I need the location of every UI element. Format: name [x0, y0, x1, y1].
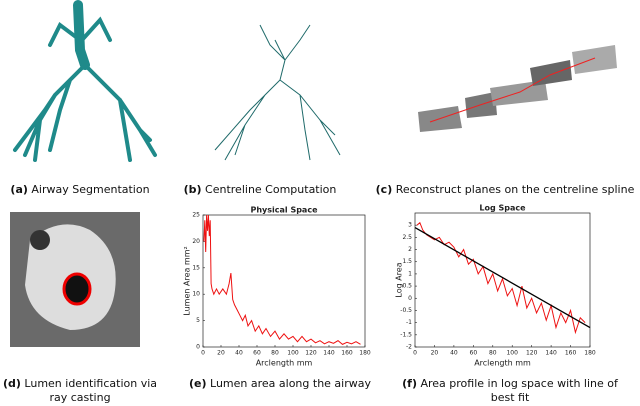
y-tick-label: -0.5: [400, 307, 412, 314]
caption-label: (d): [2, 377, 21, 390]
y-axis-label: Log Area: [395, 262, 404, 297]
caption-label: (e): [189, 377, 207, 390]
caption-label: (a): [10, 183, 28, 196]
y-axis-label: Lumen Area mm²: [183, 246, 192, 315]
data-line: [414, 227, 591, 329]
x-tick-label: 0: [413, 350, 417, 357]
data-line: [203, 214, 361, 345]
x-tick-label: 60: [470, 350, 478, 357]
airway-segmentation-image: [13, 0, 157, 162]
x-tick-label: 60: [253, 350, 261, 357]
x-tick-label: 100: [287, 350, 299, 357]
x-tick-label: 80: [271, 350, 279, 357]
caption: (a) Airway Segmentation: [0, 183, 160, 197]
caption-text: Lumen identification via ray casting: [24, 377, 158, 404]
x-tick-label: 40: [235, 350, 243, 357]
x-tick-label: 160: [565, 350, 577, 357]
caption-label: (b): [183, 183, 202, 196]
x-tick-label: 140: [323, 350, 335, 357]
x-axis-label: Arclength mm: [256, 359, 313, 368]
chart-title: Log Space: [479, 204, 526, 213]
x-tick-label: 160: [341, 350, 353, 357]
caption: (d) Lumen identification via ray casting: [0, 377, 160, 405]
x-tick-label: 180: [584, 350, 596, 357]
y-tick-label: 0: [408, 295, 412, 302]
y-tick-label: 3: [408, 222, 412, 229]
y-tick-label: 25: [192, 212, 200, 219]
x-tick-label: 80: [489, 350, 497, 357]
y-tick-label: -1.5: [400, 331, 412, 338]
x-tick-label: 180: [359, 350, 371, 357]
caption-label: (f): [402, 377, 417, 390]
plot-frame: [414, 212, 591, 348]
x-axis-label: Arclength mm: [474, 359, 531, 368]
y-tick-label: 5: [196, 317, 200, 324]
y-tick-label: 15: [192, 264, 200, 271]
reconstruct-planes-image: [418, 45, 617, 132]
x-tick-label: 120: [305, 350, 317, 357]
x-tick-label: 40: [450, 350, 458, 357]
lumen-image: [10, 212, 140, 347]
caption-text: Airway Segmentation: [31, 183, 150, 196]
y-tick-label: 0.5: [402, 283, 412, 290]
caption: (b) Centreline Computation: [160, 183, 360, 197]
caption-text: Reconstruct planes on the centreline spl…: [395, 183, 635, 196]
y-tick-label: 10: [192, 291, 200, 298]
y-tick-label: 1: [408, 270, 412, 277]
x-tick-label: 120: [526, 350, 538, 357]
y-tick-label: -2: [406, 344, 412, 351]
caption-label: (c): [375, 183, 393, 196]
plot-frame: [202, 214, 366, 348]
caption-text: Centreline Computation: [205, 183, 337, 196]
centreline-image: [214, 24, 341, 161]
y-tick-label: 1.5: [402, 258, 412, 265]
chart-title: Physical Space: [251, 206, 319, 215]
y-tick-label: 0: [196, 344, 200, 351]
y-tick-label: 2.5: [402, 234, 412, 241]
caption: (f) Area profile in log space with line …: [390, 377, 630, 405]
x-tick-label: 140: [545, 350, 557, 357]
x-tick-label: 20: [431, 350, 439, 357]
caption-text: Lumen area along the airway: [210, 377, 371, 390]
x-tick-label: 0: [201, 350, 205, 357]
data-line: [416, 221, 586, 335]
caption-text: Area profile in log space with line of b…: [420, 377, 618, 404]
y-tick-label: -1: [406, 319, 412, 326]
caption: (c) Reconstruct planes on the centreline…: [370, 183, 640, 197]
x-tick-label: 20: [217, 350, 225, 357]
caption: (e) Lumen area along the airway: [170, 377, 390, 391]
y-tick-label: 2: [408, 246, 412, 253]
y-tick-label: 20: [192, 238, 200, 245]
x-tick-label: 100: [506, 350, 518, 357]
